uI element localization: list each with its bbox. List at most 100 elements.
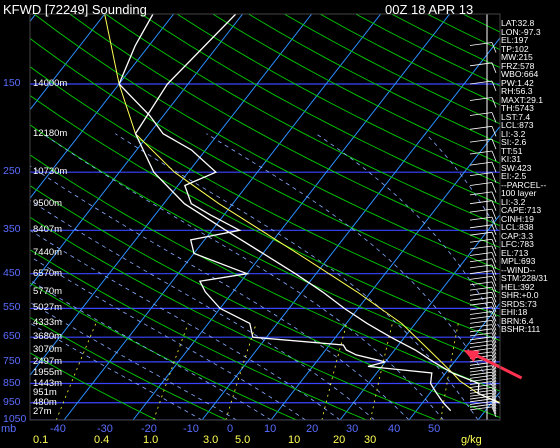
parameter-item: MAXT:29.1 (501, 95, 544, 104)
moist-adiabat (30, 322, 203, 420)
mixing-ratio-3 (321, 323, 348, 420)
parameter-item: LCL:873 (501, 121, 534, 130)
moist-adiabat (206, 133, 500, 400)
parameter-item: TH:5743 (501, 104, 534, 113)
parameter-item: EI:-2.5 (501, 172, 527, 181)
dry-adiabat (33, 14, 500, 271)
pressure-tick-label: 150 (3, 77, 21, 89)
isotherm--60 (30, 14, 244, 288)
mixing-ratio-unit-label: g/kg (461, 434, 482, 446)
annotation-arrow (463, 349, 523, 380)
parcel-trace (104, 14, 500, 404)
temperature-tick-label: -10 (183, 423, 199, 435)
mixing-ratio-10 (440, 323, 459, 420)
parameter-item: TP:102 (501, 44, 529, 53)
height-label: 10730m (33, 166, 68, 178)
height-label: 7440m (33, 247, 63, 259)
isotherm--40 (63, 14, 382, 420)
parameter-item: EL:713 (501, 248, 529, 257)
isotherm--70 (30, 14, 175, 200)
parameter-item: EL:197 (501, 36, 529, 45)
dry-adiabat (69, 14, 500, 249)
mixing-ratio-tick-label: 0.1 (33, 434, 49, 446)
parameter-item: LCL:838 (501, 223, 534, 232)
dry-adiabat (30, 282, 297, 420)
height-label: 6570m (33, 267, 63, 279)
height-label: 27m (33, 405, 52, 417)
pressure-tick-label: 850 (3, 376, 21, 389)
parameter-item: SRDS:73 (501, 299, 537, 308)
mixing-ratio-1 (225, 323, 257, 420)
temperature-tick-label: -30 (97, 423, 113, 435)
parameter-item: BSHR:111 (501, 325, 541, 334)
dry-adiabat (141, 14, 500, 205)
dry-adiabat (30, 124, 500, 366)
parameter-item: LI:-3.2 (501, 129, 526, 138)
temperature-tick-label: 10 (264, 423, 277, 435)
moist-adiabat (30, 199, 375, 420)
dry-adiabat (30, 316, 227, 420)
plot-frame (29, 13, 501, 421)
pressure-unit-label: mb (1, 423, 17, 435)
mixing-ratio-0.1 (55, 323, 97, 420)
dry-adiabat (30, 185, 500, 419)
temperature-tick-label: 40 (388, 423, 401, 435)
isotherm-0 (339, 214, 500, 420)
parameter-item: LFC:783 (501, 240, 534, 249)
isotherm--80 (30, 14, 106, 111)
mixing-ratio-tick-label: 1.0 (143, 434, 159, 446)
sounding-time: 00Z 18 APR 13 (385, 2, 474, 17)
parameter-item: MPL:693 (501, 257, 536, 266)
dry-adiabat (30, 37, 500, 294)
dry-adiabat (105, 14, 500, 227)
sounding-title: KFWD [72249] Sounding (3, 2, 147, 17)
parameter-item: CAPE:713 (501, 206, 542, 215)
height-label: 480m (33, 396, 57, 408)
parameter-list: LAT:32.8 LON:-97.3 EL:197 TP:102 MW:215 FRZ:5… (501, 19, 559, 334)
parameter-item: --PARCEL-- (501, 180, 547, 189)
parameter-item: SW:423 (501, 163, 532, 172)
parameter-item: CAP:3.3 (501, 231, 534, 240)
parameter-item: 100 layer (501, 189, 537, 198)
parameter-item: RH:56.3 (501, 87, 533, 96)
parameter-item: BRN:6.4 (501, 316, 534, 325)
height-label: 12180m (33, 127, 68, 139)
parameter-item: SI:-2.6 (501, 138, 527, 147)
height-label: 1955m (33, 367, 63, 379)
temperature-tick-label: 20 (306, 423, 319, 435)
height-label: 5770m (33, 285, 63, 297)
mixing-ratio-0.4 (153, 323, 189, 420)
pressure-tick-label: 1050 (3, 413, 27, 425)
isotherm--30 (132, 14, 451, 420)
height-label: 3070m (33, 343, 63, 355)
moist-adiabat (30, 279, 272, 420)
mixing-ratio-tick-label: 10 (288, 434, 301, 446)
mixing-ratio-tick-label: 30 (364, 434, 377, 446)
mixing-ratio-lines (55, 323, 459, 420)
pressure-tick-label: 550 (3, 301, 21, 314)
isotherm-10 (408, 302, 500, 420)
height-label: 951m (33, 387, 57, 399)
moist-adiabat (30, 165, 410, 420)
parameter-item: LST:7.4 (501, 112, 531, 121)
parameter-item: TT:51 (501, 146, 523, 155)
mixing-ratio-5 (370, 323, 393, 420)
parameter-item: EHI:18 (501, 308, 528, 317)
height-label: 1443m (33, 377, 63, 389)
arrow-shaft (470, 351, 523, 380)
isobar-lines (30, 83, 500, 420)
parameter-item: STM:228/31 (501, 274, 548, 283)
parameter-item: PW:1.42 (501, 78, 534, 87)
height-label: 4333m (33, 317, 63, 329)
mixing-ratio-tick-label: 0.4 (94, 434, 110, 446)
mixing-ratio-tick-label: 5.0 (235, 434, 251, 446)
pressure-tick-label: 750 (3, 354, 21, 367)
dry-adiabat (30, 216, 437, 420)
parameter-item: FRZ:578 (501, 61, 535, 70)
mixing-ratio-tick-label: 3.0 (203, 434, 219, 446)
temperature-tick-label: 30 (346, 423, 359, 435)
height-label: 9500m (33, 197, 63, 209)
parameter-item: CINH:19 (501, 214, 534, 223)
mixing-ratio-tick-label: 20 (333, 434, 346, 446)
moist-adiabat (30, 301, 237, 420)
